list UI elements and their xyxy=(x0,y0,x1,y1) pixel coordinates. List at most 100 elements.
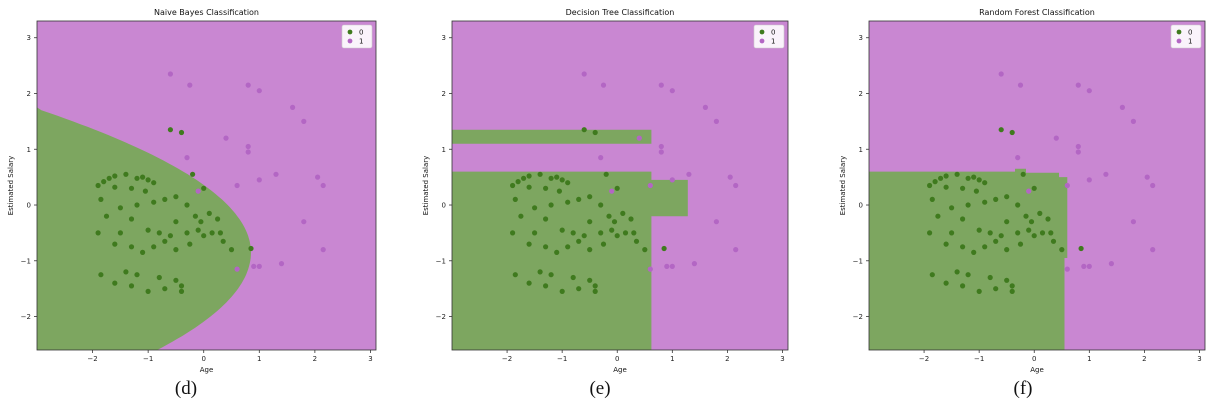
data-point-class-0 xyxy=(929,272,935,278)
data-point-class-1 xyxy=(184,155,190,161)
x-tick-label: −1 xyxy=(143,355,153,363)
data-point-class-0 xyxy=(128,185,135,191)
data-point-class-0 xyxy=(611,219,618,225)
data-point-class-0 xyxy=(512,196,518,202)
data-point-class-0 xyxy=(526,241,532,247)
data-point-class-0 xyxy=(993,196,999,202)
data-point-class-0 xyxy=(1031,233,1037,239)
data-point-class-0 xyxy=(592,283,598,289)
data-point-class-1 xyxy=(647,182,653,189)
data-point-class-0 xyxy=(117,230,123,236)
data-point-class-0 xyxy=(1059,247,1065,253)
data-point-class-0 xyxy=(1028,219,1035,225)
data-point-class-1 xyxy=(1130,118,1136,124)
data-point-class-0 xyxy=(537,171,543,177)
data-point-class-0 xyxy=(1020,171,1026,177)
data-point-class-0 xyxy=(943,241,949,247)
legend-label: 1 xyxy=(771,38,775,46)
y-tick-label: −1 xyxy=(853,257,863,265)
data-point-class-0 xyxy=(112,173,118,179)
data-point-class-0 xyxy=(982,180,988,186)
data-point-class-0 xyxy=(1017,241,1024,247)
legend-marker xyxy=(347,38,353,44)
data-point-class-0 xyxy=(156,230,162,236)
data-point-class-0 xyxy=(592,129,598,136)
data-point-class-1 xyxy=(223,135,229,141)
data-point-class-1 xyxy=(669,88,675,94)
data-point-class-1 xyxy=(301,219,307,225)
data-point-class-0 xyxy=(600,241,607,247)
data-point-class-0 xyxy=(512,272,518,278)
data-point-class-0 xyxy=(156,274,162,281)
legend-box xyxy=(341,24,373,49)
data-point-class-1 xyxy=(727,174,733,180)
data-point-class-0 xyxy=(976,177,982,183)
data-point-class-0 xyxy=(206,210,212,216)
y-tick-label: −2 xyxy=(21,313,31,321)
data-point-class-0 xyxy=(101,179,107,185)
data-point-class-0 xyxy=(140,249,146,255)
data-point-class-1 xyxy=(1081,263,1087,269)
data-point-class-0 xyxy=(1026,227,1032,233)
data-point-class-1 xyxy=(658,143,664,150)
data-point-class-0 xyxy=(609,227,615,233)
data-point-class-1 xyxy=(320,182,326,189)
x-tick-label: 1 xyxy=(257,355,261,363)
data-point-class-1 xyxy=(664,263,670,269)
chart-title: Decision Tree Classification xyxy=(566,8,675,17)
y-tick-label: 0 xyxy=(859,202,863,210)
x-axis-label: Age xyxy=(1030,366,1044,374)
data-point-class-1 xyxy=(1130,219,1136,225)
data-point-class-0 xyxy=(1078,245,1084,252)
y-tick-label: 2 xyxy=(859,90,863,98)
data-point-class-0 xyxy=(559,288,565,294)
data-point-class-1 xyxy=(713,219,720,225)
data-point-class-0 xyxy=(509,182,516,189)
data-point-class-0 xyxy=(151,244,157,250)
data-point-class-0 xyxy=(248,245,254,252)
data-point-class-1 xyxy=(315,174,321,180)
data-point-class-0 xyxy=(178,283,185,289)
x-tick-label: 3 xyxy=(780,355,784,363)
x-tick-label: −1 xyxy=(557,355,567,363)
data-point-class-0 xyxy=(526,280,532,286)
data-point-class-0 xyxy=(570,230,576,236)
data-point-class-1 xyxy=(245,149,251,155)
data-point-class-0 xyxy=(217,230,223,236)
y-tick-label: 0 xyxy=(27,202,31,210)
data-point-class-0 xyxy=(518,213,524,219)
data-point-class-0 xyxy=(173,277,179,283)
data-point-class-0 xyxy=(598,202,604,208)
y-tick-label: 2 xyxy=(27,90,31,98)
data-point-class-0 xyxy=(543,283,549,289)
data-point-class-0 xyxy=(960,244,966,250)
data-point-class-0 xyxy=(631,230,637,236)
data-point-class-0 xyxy=(1048,230,1054,236)
data-point-class-0 xyxy=(960,216,966,222)
data-point-class-0 xyxy=(117,205,123,211)
x-tick-label: 1 xyxy=(670,355,674,363)
legend-label: 0 xyxy=(771,29,775,37)
legend-marker xyxy=(1176,29,1182,35)
data-point-class-1 xyxy=(581,71,587,77)
y-tick-label: 0 xyxy=(442,202,446,210)
legend-label: 0 xyxy=(359,29,363,37)
data-point-class-0 xyxy=(628,216,634,222)
data-point-class-0 xyxy=(1004,247,1010,253)
data-point-class-0 xyxy=(559,227,565,233)
plot-frame xyxy=(451,20,789,351)
data-point-class-1 xyxy=(1103,171,1109,177)
data-point-class-1 xyxy=(245,82,251,88)
data-point-class-0 xyxy=(543,244,549,250)
data-point-class-0 xyxy=(192,213,198,219)
data-point-class-0 xyxy=(982,199,988,205)
data-point-class-0 xyxy=(973,188,980,194)
data-point-class-1 xyxy=(1075,143,1081,150)
data-point-class-0 xyxy=(187,241,193,247)
data-point-class-0 xyxy=(526,184,532,190)
y-tick-label: 1 xyxy=(27,146,31,154)
region-class-0 xyxy=(452,171,688,350)
